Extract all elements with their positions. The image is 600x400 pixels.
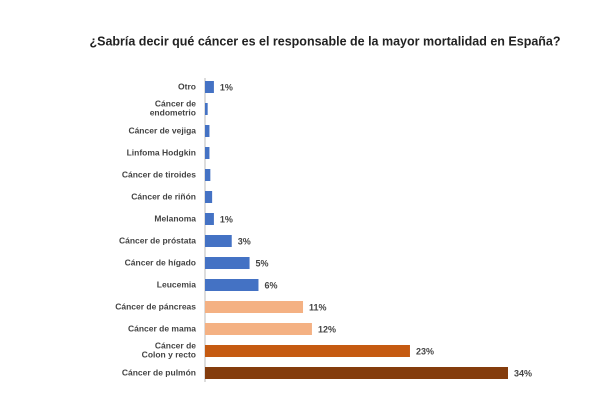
category-label: Cáncer de páncreas: [115, 301, 196, 311]
category-label: Cáncer de próstata: [119, 235, 196, 245]
bar: [205, 125, 210, 137]
value-label: 5%: [256, 258, 269, 268]
category-label: Cáncer de vejiga: [128, 125, 196, 135]
value-label: 3%: [238, 236, 251, 246]
category-label: Cáncer de endometrio: [147, 99, 196, 118]
value-label: 11%: [309, 302, 327, 312]
bar: [205, 213, 214, 225]
category-label: Melanoma: [154, 213, 196, 223]
bar: [205, 147, 210, 159]
category-label: Cáncer de mama: [128, 323, 196, 333]
bar: [205, 257, 250, 269]
value-label: 1%: [220, 82, 233, 92]
value-label: 1%: [220, 214, 233, 224]
value-label: 6%: [264, 280, 277, 290]
category-label: Otro: [178, 81, 196, 91]
category-label: Cáncer de Colon y recto: [139, 341, 196, 360]
category-label: Cáncer de riñón: [131, 191, 196, 201]
bar: [205, 191, 213, 203]
value-label: 34%: [514, 368, 532, 378]
bar: [205, 81, 214, 93]
bar: [205, 279, 259, 291]
chart-title: ¿Sabría decir qué cáncer es el responsab…: [89, 34, 560, 48]
bar: [205, 323, 312, 335]
bar: [205, 235, 232, 247]
category-label: Cáncer de pulmón: [122, 367, 196, 377]
bar: [205, 367, 508, 379]
bar: [205, 301, 304, 313]
value-label: 23%: [416, 346, 434, 356]
bar: [205, 103, 208, 115]
bar: [205, 345, 410, 357]
category-label: Cáncer de hígado: [125, 257, 196, 267]
category-label: Leucemia: [157, 279, 196, 289]
value-label: 12%: [318, 324, 336, 334]
category-label: Cáncer de tiroides: [122, 169, 196, 179]
category-label: Linfoma Hodgkin: [127, 147, 196, 157]
bar: [205, 169, 211, 181]
